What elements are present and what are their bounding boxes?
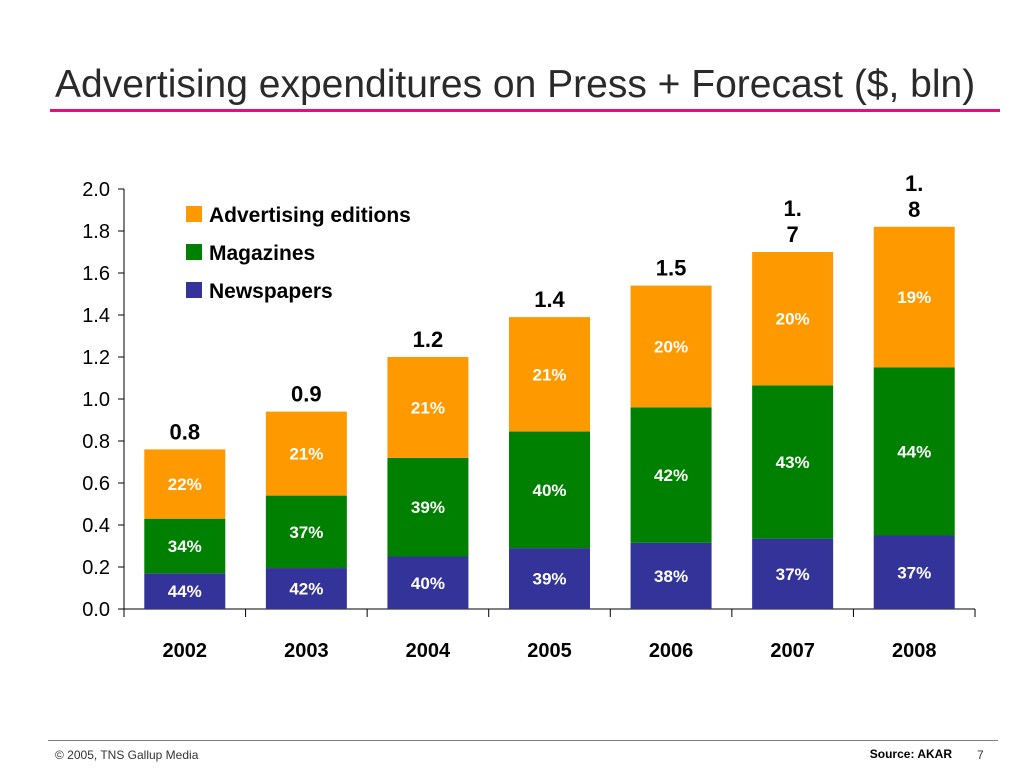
data-label: 40% xyxy=(532,481,566,500)
x-tick-label: 2004 xyxy=(406,640,451,662)
legend-label: Newspapers xyxy=(209,280,333,303)
total-label: 0.9 xyxy=(291,382,322,407)
data-label: 19% xyxy=(897,288,931,307)
bar-segment-magazines xyxy=(387,457,469,557)
total-label: 8 xyxy=(908,197,920,222)
total-label: 1. xyxy=(905,171,923,196)
total-label: 0.8 xyxy=(169,419,200,444)
total-label: 1. xyxy=(783,196,801,221)
data-label: 42% xyxy=(654,466,688,485)
bar-segment-magazines xyxy=(873,367,955,536)
y-tick-label: 0.6 xyxy=(82,473,110,495)
y-tick-label: 0.4 xyxy=(82,515,110,537)
data-label: 22% xyxy=(168,475,202,494)
bar-segment-advertising-editions xyxy=(752,252,834,386)
data-label: 37% xyxy=(897,563,931,582)
data-label: 39% xyxy=(532,570,566,589)
data-label: 37% xyxy=(289,523,323,542)
data-label: 20% xyxy=(776,310,810,329)
bar-segment-advertising-editions xyxy=(144,449,226,519)
x-tick-label: 2008 xyxy=(892,640,937,662)
bar-segment-advertising-editions xyxy=(265,411,347,496)
bar-segment-advertising-editions xyxy=(387,357,469,458)
data-label: 37% xyxy=(776,565,810,584)
y-tick-label: 0.8 xyxy=(82,431,110,453)
y-tick-label: 1.2 xyxy=(82,347,110,369)
bar-segment-advertising-editions xyxy=(630,285,712,408)
total-label: 1.2 xyxy=(413,327,444,352)
data-label: 42% xyxy=(289,580,323,599)
x-tick-label: 2003 xyxy=(284,640,329,662)
copyright-text: © 2005, TNS Gallup Media xyxy=(55,748,199,762)
data-label: 34% xyxy=(168,537,202,556)
legend-swatch xyxy=(186,206,202,222)
bar-segment-magazines xyxy=(630,407,712,543)
x-tick-label: 2006 xyxy=(649,640,694,662)
y-tick-label: 1.8 xyxy=(82,221,110,243)
y-tick-label: 0.0 xyxy=(82,599,110,621)
x-tick-label: 2005 xyxy=(527,640,572,662)
data-label: 44% xyxy=(168,582,202,601)
legend-swatch xyxy=(186,282,202,298)
y-tick-label: 2.0 xyxy=(82,179,110,201)
x-tick-label: 2002 xyxy=(163,640,208,662)
bar-segment-newspapers xyxy=(873,535,955,609)
data-label: 39% xyxy=(411,498,445,517)
slide-title: Advertising expenditures on Press + Fore… xyxy=(55,63,976,106)
bar-segment-advertising-editions xyxy=(873,226,955,368)
source-text: Source: AKAR xyxy=(869,747,952,761)
legend-label: Magazines xyxy=(209,242,315,265)
y-tick-label: 0.2 xyxy=(82,557,110,579)
bar-segment-newspapers xyxy=(630,542,712,609)
data-label: 43% xyxy=(776,453,810,472)
bar-segment-newspapers xyxy=(387,556,469,609)
bar-segment-magazines xyxy=(144,518,226,574)
data-label: 38% xyxy=(654,567,688,586)
legend-swatch xyxy=(186,244,202,260)
data-label: 21% xyxy=(532,365,566,384)
x-tick-label: 2007 xyxy=(770,640,815,662)
legend-label: Advertising editions xyxy=(209,204,411,227)
bar-segment-newspapers xyxy=(144,573,226,609)
footer-divider xyxy=(48,740,998,741)
bar-segment-newspapers xyxy=(265,568,347,609)
bar-segment-advertising-editions xyxy=(509,317,590,432)
y-tick-label: 1.6 xyxy=(82,263,110,285)
title-underline xyxy=(50,109,1000,112)
bar-segment-magazines xyxy=(509,431,590,549)
y-tick-label: 1.0 xyxy=(82,389,110,411)
bar-segment-magazines xyxy=(752,385,834,539)
stacked-bar-chart: 0.00.20.40.60.81.01.21.41.61.82.044%34%2… xyxy=(82,171,976,662)
data-label: 20% xyxy=(654,338,688,357)
data-label: 40% xyxy=(411,574,445,593)
data-label: 44% xyxy=(897,443,931,462)
total-label: 1.4 xyxy=(534,287,565,312)
bar-segment-magazines xyxy=(265,495,347,569)
total-label: 1.5 xyxy=(656,256,687,281)
data-label: 21% xyxy=(411,398,445,417)
y-tick-label: 1.4 xyxy=(82,305,110,327)
total-label: 7 xyxy=(787,222,799,247)
data-label: 21% xyxy=(289,445,323,464)
page-number: 7 xyxy=(977,748,984,762)
bar-segment-newspapers xyxy=(509,548,590,609)
bar-segment-newspapers xyxy=(752,538,834,609)
